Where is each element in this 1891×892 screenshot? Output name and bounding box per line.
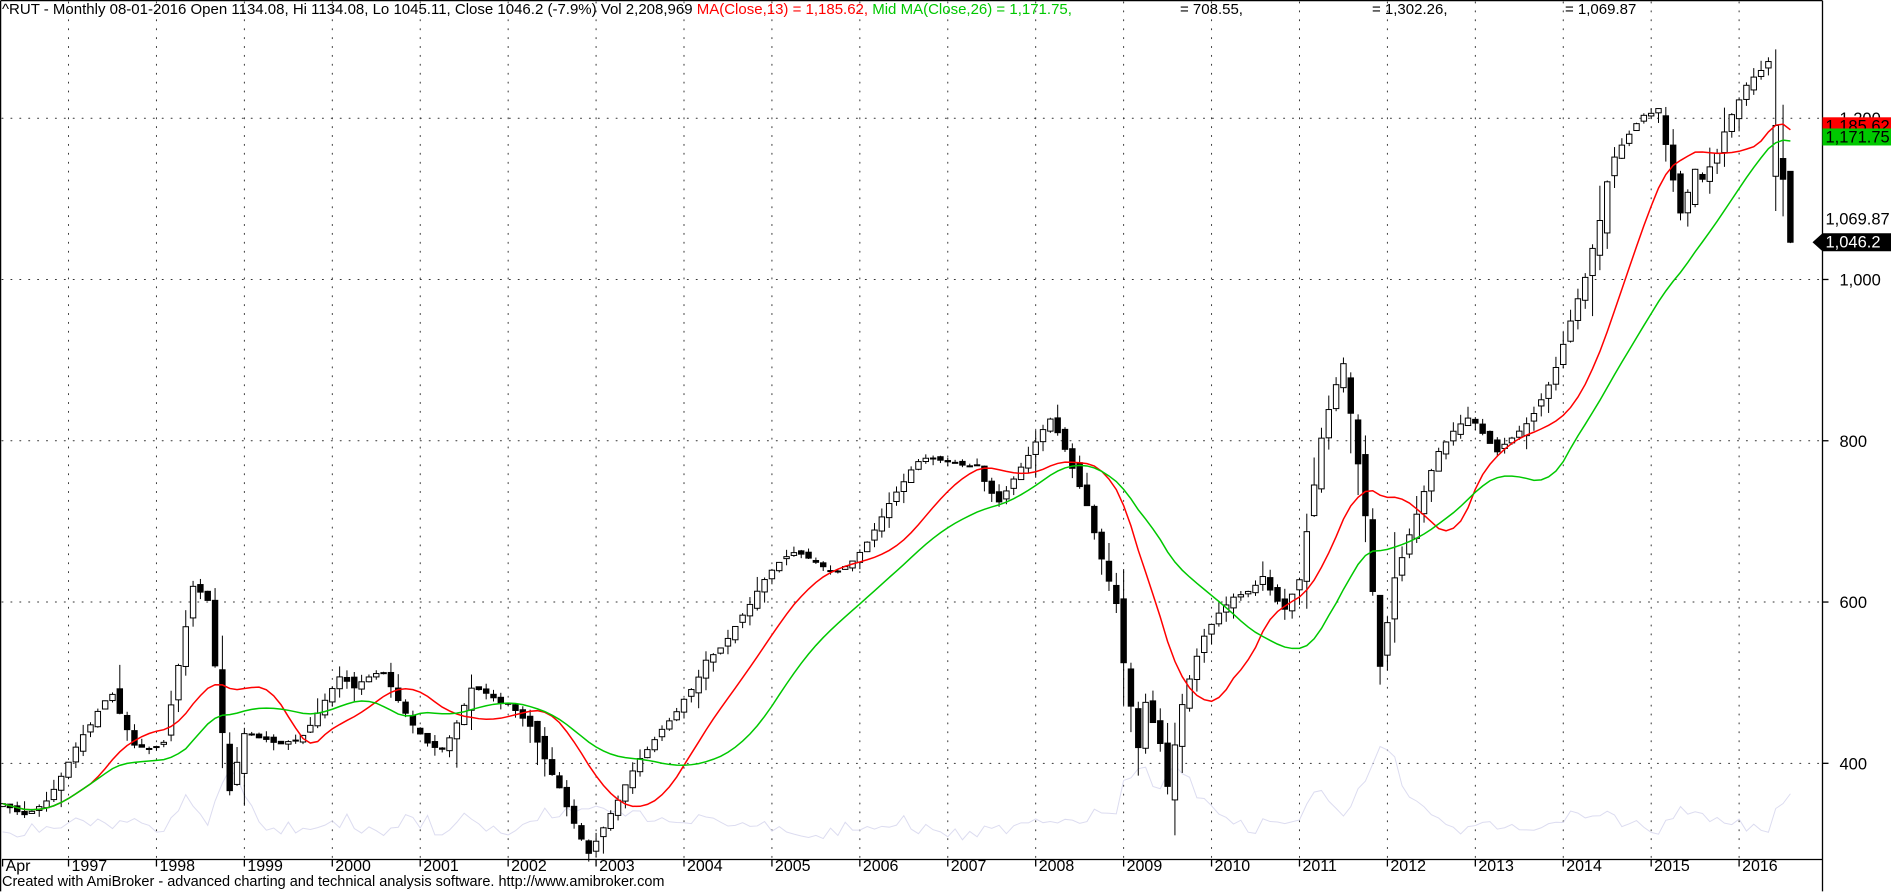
svg-text:2007: 2007 xyxy=(951,858,987,875)
svg-text:2002: 2002 xyxy=(511,858,547,875)
svg-text:1998: 1998 xyxy=(159,858,195,875)
svg-text:1,000: 1,000 xyxy=(1840,271,1881,289)
svg-text:2005: 2005 xyxy=(775,858,811,875)
svg-text:1,171.75: 1,171.75 xyxy=(1826,128,1890,146)
svg-text:2009: 2009 xyxy=(1127,858,1163,875)
svg-text:400: 400 xyxy=(1840,755,1868,773)
svg-text:= 708.55,: = 708.55, xyxy=(1180,1,1243,18)
svg-text:2004: 2004 xyxy=(687,858,723,875)
svg-text:2006: 2006 xyxy=(863,858,899,875)
svg-text:= 1,302.26,: = 1,302.26, xyxy=(1372,1,1447,18)
svg-text:2008: 2008 xyxy=(1039,858,1075,875)
svg-text:2001: 2001 xyxy=(423,858,459,875)
svg-text:1997: 1997 xyxy=(72,858,108,875)
svg-text:2011: 2011 xyxy=(1302,858,1337,875)
svg-text:1,046.2: 1,046.2 xyxy=(1826,234,1881,252)
svg-text:2003: 2003 xyxy=(599,858,635,875)
svg-text:= 1,069.87: = 1,069.87 xyxy=(1565,1,1636,18)
svg-text:Apr: Apr xyxy=(6,858,32,875)
svg-text:1,069.87: 1,069.87 xyxy=(1826,211,1890,229)
svg-text:800: 800 xyxy=(1840,433,1868,451)
svg-text:2013: 2013 xyxy=(1478,858,1514,875)
svg-text:2012: 2012 xyxy=(1390,858,1426,875)
svg-text:1999: 1999 xyxy=(247,858,283,875)
svg-text:2000: 2000 xyxy=(335,858,371,875)
svg-text:^RUT - Monthly 08-01-2016 Open: ^RUT - Monthly 08-01-2016 Open 1134.08, … xyxy=(2,1,1072,18)
svg-text:2010: 2010 xyxy=(1215,858,1251,875)
svg-text:2014: 2014 xyxy=(1566,858,1602,875)
svg-text:2016: 2016 xyxy=(1742,858,1778,875)
svg-text:Created with AmiBroker - advan: Created with AmiBroker - advanced charti… xyxy=(2,874,664,890)
svg-text:2015: 2015 xyxy=(1654,858,1690,875)
svg-text:600: 600 xyxy=(1840,594,1868,612)
